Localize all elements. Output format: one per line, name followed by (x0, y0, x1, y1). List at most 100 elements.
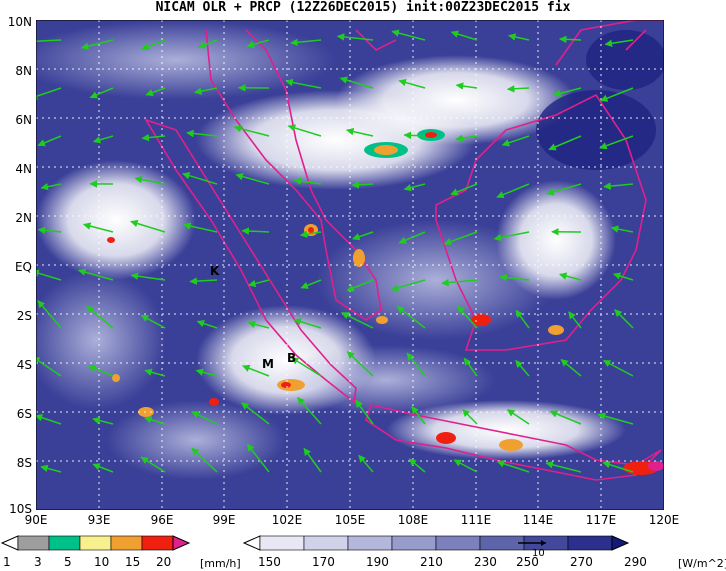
wind-vector (455, 82, 478, 90)
y-tick-label: 8S (16, 456, 32, 470)
wind-vector (140, 456, 166, 473)
land-outlines (144, 20, 664, 481)
wind-vector (287, 124, 322, 137)
y-tick-label: EQ (14, 260, 32, 274)
x-tick-label: 96E (150, 513, 174, 527)
wind-vector (241, 402, 270, 425)
x-tick-label: 93E (87, 513, 111, 527)
olr-swatch (242, 535, 261, 551)
olr-tick: 250 (516, 555, 539, 569)
wind-vector (346, 127, 374, 137)
map-plot (36, 20, 664, 510)
x-tick-label: 114E (522, 513, 554, 527)
olr-swatch (259, 535, 305, 551)
precip-unit: [mm/h] (200, 557, 241, 570)
precip-swatch (141, 535, 174, 551)
wind-vector (80, 39, 114, 50)
wind-vector (553, 87, 582, 97)
grid-lines (36, 20, 664, 510)
wind-vector (351, 181, 374, 189)
wind-vectors (36, 29, 634, 473)
wind-vector (293, 318, 322, 329)
precip-swatch (172, 535, 191, 551)
wind-vector (300, 279, 322, 289)
wind-vector (130, 272, 166, 281)
x-tick-label: 99E (212, 513, 236, 527)
wind-vector (614, 309, 634, 329)
wind-vector (352, 231, 374, 241)
olr-tick: 290 (624, 555, 647, 569)
wind-vector (546, 183, 582, 196)
wind-vector (549, 410, 582, 425)
wind-vector (560, 358, 582, 377)
olr-colorbar (242, 535, 630, 551)
olr-tick: 190 (366, 555, 389, 569)
y-tick-label: 4S (16, 358, 32, 372)
wind-vector (145, 87, 166, 97)
wind-vector (40, 464, 62, 473)
wind-vector (600, 87, 634, 102)
wind-vector (141, 133, 166, 142)
wind-vector (290, 356, 322, 377)
precip-tick: 1 (3, 555, 11, 569)
wind-vector (455, 134, 478, 143)
olr-swatch (611, 535, 630, 551)
wind-vector (143, 416, 166, 425)
wind-vector (134, 175, 166, 185)
wind-vector (355, 399, 374, 425)
wind-vector (242, 364, 270, 377)
wind-vector (92, 463, 114, 473)
wind-vector (391, 29, 426, 41)
precip-swatch (17, 535, 50, 551)
wind-vector (140, 314, 166, 329)
wind-vector (248, 279, 270, 288)
x-tick-label: 120E (648, 513, 680, 527)
wind-vector (299, 230, 322, 238)
wind-vector (346, 279, 374, 292)
x-tick-label: 108E (397, 513, 429, 527)
place-label-b: B (287, 351, 297, 365)
precip-swatch (79, 535, 112, 551)
wind-vector (441, 278, 478, 287)
precip-colorbar (0, 535, 191, 551)
wind-vector (197, 39, 218, 49)
wind-vector (36, 269, 62, 281)
wind-vector (463, 357, 478, 377)
wind-vector (390, 279, 426, 292)
wind-vector (92, 135, 114, 144)
wind-vector (604, 39, 634, 48)
wind-vector (303, 447, 322, 473)
wind-vector (130, 219, 166, 233)
precip-tick: 10 (94, 555, 110, 569)
wind-vector (235, 173, 270, 185)
wind-vector (558, 35, 582, 44)
x-tick-label: 102E (271, 513, 303, 527)
olr-swatch (567, 535, 613, 551)
wind-vector (36, 87, 62, 100)
olr-tick: 270 (570, 555, 593, 569)
wind-vector (144, 368, 166, 377)
wind-vector (443, 231, 478, 246)
x-tick-label: 90E (24, 513, 48, 527)
wind-vector (290, 38, 322, 47)
wind-vector (496, 460, 530, 473)
y-tick-label: 4N (15, 162, 32, 176)
wind-vector (545, 461, 582, 473)
y-tick-label: 2S (16, 309, 32, 323)
y-tick-label: 6N (15, 113, 32, 127)
olr-swatch (303, 535, 349, 551)
wind-vector (398, 231, 426, 244)
precip-swatch (0, 535, 19, 551)
wind-vector (493, 231, 530, 242)
olr-swatch (391, 535, 437, 551)
map-title: NICAM OLR + PRCP (12Z26DEC2015) init:00Z… (155, 0, 571, 15)
y-tick-label: 8N (15, 64, 32, 78)
wind-vector (508, 33, 530, 41)
wind-vector (568, 311, 582, 329)
wind-vector (36, 356, 62, 377)
wind-vector (246, 443, 270, 473)
wind-vector (40, 182, 62, 191)
wind-vector (548, 135, 582, 151)
wind-vector (450, 30, 478, 41)
wind-vector (297, 397, 322, 425)
